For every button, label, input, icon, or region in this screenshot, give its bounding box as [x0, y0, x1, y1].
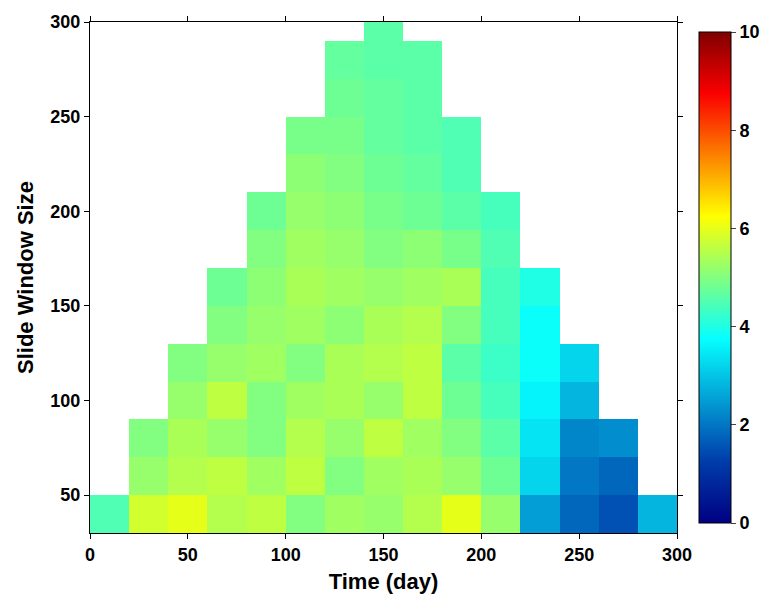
svg-text:10: 10 — [740, 22, 760, 42]
svg-text:200: 200 — [466, 545, 496, 565]
svg-text:200: 200 — [50, 202, 80, 222]
svg-text:Slide Window Size: Slide Window Size — [13, 181, 38, 374]
svg-text:150: 150 — [50, 296, 80, 316]
svg-text:100: 100 — [50, 391, 80, 411]
svg-text:6: 6 — [740, 219, 750, 239]
svg-text:150: 150 — [368, 545, 398, 565]
svg-text:250: 250 — [564, 545, 594, 565]
svg-text:0: 0 — [740, 513, 750, 533]
svg-text:250: 250 — [50, 107, 80, 127]
svg-text:4: 4 — [740, 317, 750, 337]
svg-text:Time (day): Time (day) — [329, 569, 439, 594]
svg-text:8: 8 — [740, 121, 750, 141]
svg-text:0: 0 — [85, 545, 95, 565]
svg-text:50: 50 — [178, 545, 198, 565]
svg-text:300: 300 — [662, 545, 692, 565]
svg-text:100: 100 — [271, 545, 301, 565]
svg-text:2: 2 — [740, 415, 750, 435]
svg-text:300: 300 — [50, 12, 80, 32]
svg-text:50: 50 — [60, 485, 80, 505]
